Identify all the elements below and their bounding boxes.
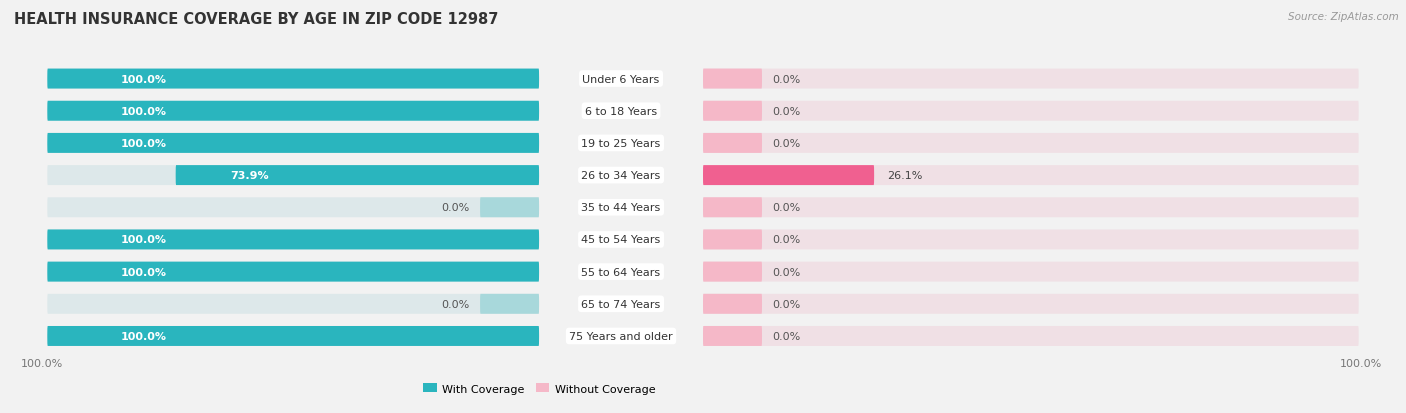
Text: 0.0%: 0.0% xyxy=(772,235,801,245)
Text: 0.0%: 0.0% xyxy=(772,331,801,341)
Text: 0.0%: 0.0% xyxy=(772,107,801,116)
FancyBboxPatch shape xyxy=(703,294,762,314)
Legend: With Coverage, Without Coverage: With Coverage, Without Coverage xyxy=(419,379,659,398)
FancyBboxPatch shape xyxy=(48,198,538,218)
FancyBboxPatch shape xyxy=(48,102,538,121)
FancyBboxPatch shape xyxy=(703,262,762,282)
Text: 100.0%: 100.0% xyxy=(121,235,167,245)
Text: 73.9%: 73.9% xyxy=(231,171,269,180)
FancyBboxPatch shape xyxy=(48,262,538,282)
FancyBboxPatch shape xyxy=(48,326,538,346)
Text: HEALTH INSURANCE COVERAGE BY AGE IN ZIP CODE 12987: HEALTH INSURANCE COVERAGE BY AGE IN ZIP … xyxy=(14,12,499,27)
FancyBboxPatch shape xyxy=(48,262,538,282)
Text: Source: ZipAtlas.com: Source: ZipAtlas.com xyxy=(1288,12,1399,22)
FancyBboxPatch shape xyxy=(703,326,1358,346)
FancyBboxPatch shape xyxy=(48,69,538,89)
FancyBboxPatch shape xyxy=(703,262,1358,282)
FancyBboxPatch shape xyxy=(703,69,1358,89)
FancyBboxPatch shape xyxy=(479,294,538,314)
FancyBboxPatch shape xyxy=(703,166,875,185)
Text: 0.0%: 0.0% xyxy=(772,139,801,149)
FancyBboxPatch shape xyxy=(703,166,1358,185)
FancyBboxPatch shape xyxy=(703,134,1358,154)
FancyBboxPatch shape xyxy=(48,134,538,154)
Text: 65 to 74 Years: 65 to 74 Years xyxy=(582,299,661,309)
Text: 0.0%: 0.0% xyxy=(441,203,470,213)
Text: 100.0%: 100.0% xyxy=(121,331,167,341)
Text: 6 to 18 Years: 6 to 18 Years xyxy=(585,107,657,116)
Text: 26.1%: 26.1% xyxy=(887,171,922,180)
Text: 100.0%: 100.0% xyxy=(121,74,167,84)
FancyBboxPatch shape xyxy=(703,134,762,154)
Text: 75 Years and older: 75 Years and older xyxy=(569,331,673,341)
FancyBboxPatch shape xyxy=(703,230,1358,250)
Text: 45 to 54 Years: 45 to 54 Years xyxy=(582,235,661,245)
Text: 0.0%: 0.0% xyxy=(772,203,801,213)
Text: 100.0%: 100.0% xyxy=(1340,358,1382,368)
FancyBboxPatch shape xyxy=(48,230,538,250)
FancyBboxPatch shape xyxy=(48,166,538,185)
Text: 100.0%: 100.0% xyxy=(121,139,167,149)
FancyBboxPatch shape xyxy=(703,102,1358,121)
Text: 35 to 44 Years: 35 to 44 Years xyxy=(582,203,661,213)
FancyBboxPatch shape xyxy=(703,198,1358,218)
Text: 100.0%: 100.0% xyxy=(121,107,167,116)
FancyBboxPatch shape xyxy=(703,230,762,250)
FancyBboxPatch shape xyxy=(48,326,538,346)
Text: 0.0%: 0.0% xyxy=(441,299,470,309)
Text: 100.0%: 100.0% xyxy=(21,358,63,368)
FancyBboxPatch shape xyxy=(48,69,538,89)
Text: 100.0%: 100.0% xyxy=(121,267,167,277)
Text: 0.0%: 0.0% xyxy=(772,74,801,84)
FancyBboxPatch shape xyxy=(703,294,1358,314)
FancyBboxPatch shape xyxy=(176,166,538,185)
FancyBboxPatch shape xyxy=(703,198,762,218)
FancyBboxPatch shape xyxy=(48,294,538,314)
FancyBboxPatch shape xyxy=(703,69,762,89)
Text: 0.0%: 0.0% xyxy=(772,267,801,277)
FancyBboxPatch shape xyxy=(48,134,538,154)
Text: Under 6 Years: Under 6 Years xyxy=(582,74,659,84)
Text: 19 to 25 Years: 19 to 25 Years xyxy=(582,139,661,149)
Text: 26 to 34 Years: 26 to 34 Years xyxy=(582,171,661,180)
FancyBboxPatch shape xyxy=(703,326,762,346)
FancyBboxPatch shape xyxy=(48,230,538,250)
FancyBboxPatch shape xyxy=(703,102,762,121)
FancyBboxPatch shape xyxy=(479,198,538,218)
Text: 0.0%: 0.0% xyxy=(772,299,801,309)
Text: 55 to 64 Years: 55 to 64 Years xyxy=(582,267,661,277)
FancyBboxPatch shape xyxy=(48,102,538,121)
